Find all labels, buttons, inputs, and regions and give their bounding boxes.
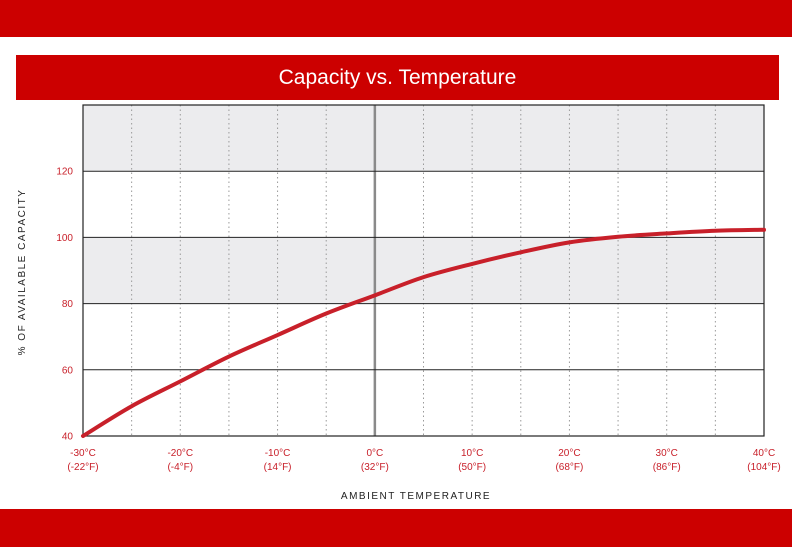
x-tick-label-fahrenheit: (14°F) bbox=[264, 462, 292, 473]
horizontal-gridlines bbox=[83, 170, 764, 371]
x-tick-label-celsius: 10°C bbox=[461, 448, 483, 459]
x-axis-title: AMBIENT TEMPERATURE bbox=[341, 491, 491, 502]
top-brand-bar bbox=[0, 0, 792, 37]
y-tick-label: 60 bbox=[62, 365, 74, 376]
x-tick-label-celsius: 30°C bbox=[656, 448, 678, 459]
x-tick-label-celsius: -30°C bbox=[70, 448, 96, 459]
y-tick-label: 120 bbox=[56, 167, 73, 178]
x-tick-label-celsius: 20°C bbox=[558, 448, 580, 459]
chart-title: Capacity vs. Temperature bbox=[278, 65, 517, 89]
y-tick-label: 100 bbox=[56, 233, 73, 244]
x-tick-label-fahrenheit: (104°F) bbox=[747, 462, 780, 473]
y-tick-label: 40 bbox=[62, 432, 74, 443]
bottom-brand-bar bbox=[0, 509, 792, 547]
y-tick-labels: 40 60 80 100 120 bbox=[56, 167, 73, 443]
y-tick-label: 80 bbox=[62, 299, 74, 310]
x-tick-label-fahrenheit: (32°F) bbox=[361, 462, 389, 473]
x-tick-label-fahrenheit: (-4°F) bbox=[167, 462, 193, 473]
plot-frame bbox=[82, 104, 765, 437]
x-tick-label-fahrenheit: (50°F) bbox=[458, 462, 486, 473]
x-tick-label-fahrenheit: (68°F) bbox=[555, 462, 583, 473]
x-tick-label-fahrenheit: (86°F) bbox=[653, 462, 681, 473]
x-tick-labels: -30°C (-22°F) -20°C (-4°F) -10°C (14°F) 0°C (32… bbox=[67, 448, 780, 473]
chart-title-band: Capacity vs. Temperature bbox=[16, 55, 779, 100]
series-group bbox=[81, 227, 766, 438]
x-tick-label-celsius: -20°C bbox=[167, 448, 193, 459]
y-axis-title: % OF AVAILABLE CAPACITY bbox=[17, 189, 28, 356]
x-tick-label-fahrenheit: (-22°F) bbox=[67, 462, 98, 473]
capacity-curve bbox=[81, 227, 766, 438]
shaded-band bbox=[83, 237, 764, 304]
x-tick-label-celsius: 40°C bbox=[753, 448, 775, 459]
x-tick-label-celsius: 0°C bbox=[366, 448, 383, 459]
x-tick-label-celsius: -10°C bbox=[265, 448, 291, 459]
